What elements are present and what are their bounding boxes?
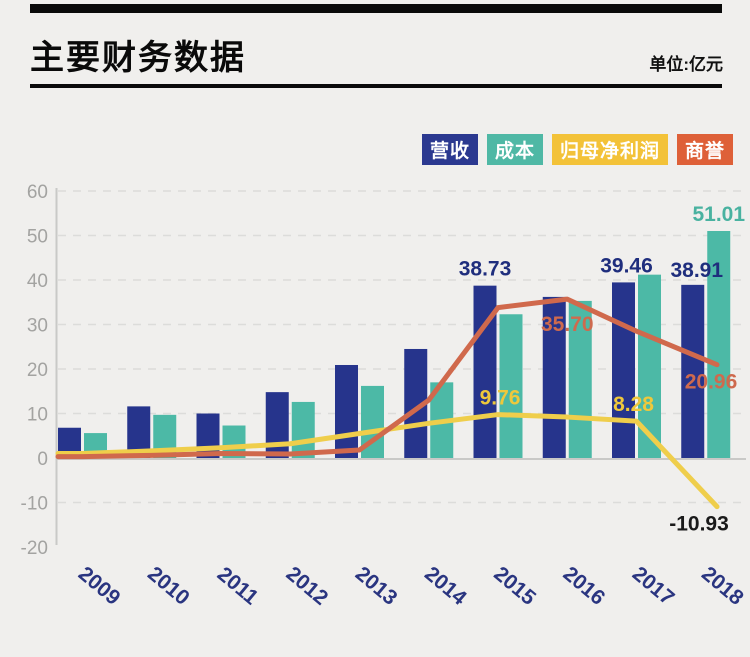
bar-营收-2012 xyxy=(265,392,289,458)
y-tick-label: 60 xyxy=(27,182,48,203)
x-tick-label: 2010 xyxy=(143,562,194,610)
bar-营收-2017 xyxy=(612,282,635,458)
legend-item-1: 营收 xyxy=(421,134,478,165)
y-tick-label: 50 xyxy=(27,227,48,248)
title-divider xyxy=(30,84,722,88)
bar-营收-2018 xyxy=(681,284,705,458)
x-tick-label: 2011 xyxy=(213,563,263,610)
legend-item-4: 商誉 xyxy=(676,134,733,165)
unit-label: 单位:亿元 xyxy=(649,55,723,74)
y-tick-label: 40 xyxy=(27,271,48,292)
value-label: 38.73 xyxy=(459,258,512,281)
x-tick-label: 2017 xyxy=(628,562,679,610)
legend-item-2: 成本 xyxy=(486,134,543,165)
bar-营收-2013 xyxy=(335,364,358,458)
bar-成本-2012 xyxy=(291,401,315,458)
x-tick-label: 2016 xyxy=(559,562,610,610)
page-title: 主要财务数据 xyxy=(30,39,246,77)
y-tick-label: 30 xyxy=(27,316,48,337)
y-tick-label: 0 xyxy=(37,449,48,470)
value-label: -10.93 xyxy=(669,513,729,536)
value-label: 39.46 xyxy=(600,254,653,277)
x-tick-label: 2009 xyxy=(74,562,125,610)
bar-成本-2011 xyxy=(222,425,246,458)
line-归母净利润 xyxy=(55,412,720,510)
bar-营收-2010 xyxy=(127,406,151,458)
line-商誉 xyxy=(55,296,720,460)
y-tick-label: 20 xyxy=(27,360,48,381)
value-label: 9.76 xyxy=(480,387,521,410)
x-tick-label: 2015 xyxy=(489,562,540,610)
legend-item-3: 归母净利润 xyxy=(551,134,668,165)
bar-成本-2017 xyxy=(638,274,661,458)
value-label: 35.70 xyxy=(541,313,594,336)
bar-营收-2009 xyxy=(58,427,81,458)
value-label: 51.01 xyxy=(692,203,745,226)
top-accent-bar xyxy=(30,4,722,13)
y-tick-label: 10 xyxy=(27,405,48,426)
bar-成本-2015 xyxy=(499,314,523,458)
x-tick-label: 2018 xyxy=(697,562,748,610)
x-tick-label: 2013 xyxy=(351,562,402,610)
bar-成本-2013 xyxy=(361,385,384,458)
bar-成本-2010 xyxy=(153,414,177,458)
bar-营收-2014 xyxy=(404,348,428,458)
value-label: 38.91 xyxy=(670,259,723,282)
y-tick-label: -20 xyxy=(21,538,48,559)
chart-legend: 营收 成本 归母净利润 商誉 xyxy=(421,134,733,165)
bar-成本-2018 xyxy=(707,231,731,458)
y-tick-label: -10 xyxy=(21,494,48,515)
value-label: 8.28 xyxy=(613,393,654,416)
x-tick-label: 2014 xyxy=(420,562,471,610)
x-tick-label: 2012 xyxy=(282,562,333,610)
value-label: 20.96 xyxy=(685,371,738,394)
